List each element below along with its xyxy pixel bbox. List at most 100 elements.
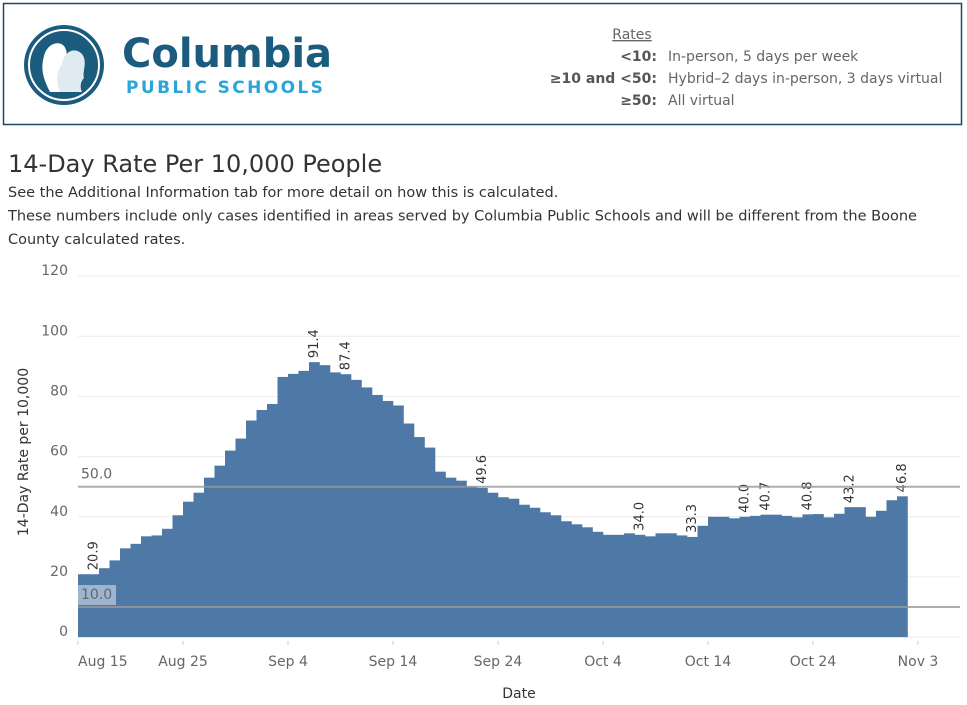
subtitle-line: County calculated rates. (8, 232, 185, 248)
legend: <10: In-person, 5 days per week ≥10 and <5… (550, 49, 943, 109)
x-tick-label: Sep 4 (268, 654, 308, 670)
bar (120, 548, 131, 638)
x-tick-label: Oct 4 (584, 654, 622, 670)
y-tick-label: 80 (50, 383, 68, 399)
bar (319, 365, 331, 638)
ref-label-bg (78, 585, 116, 606)
x-tick-label: Sep 14 (369, 654, 418, 670)
bar (561, 521, 572, 638)
bar (162, 528, 173, 638)
x-tick-label: Sep 24 (474, 654, 523, 670)
bar (844, 507, 856, 638)
y-tick-label: 20 (50, 564, 68, 580)
bar (718, 516, 730, 638)
bar (351, 379, 362, 638)
bar (288, 373, 299, 638)
logo-name: Columbia (122, 31, 332, 77)
x-tick-label: Aug 15 (78, 654, 128, 670)
bar (592, 531, 604, 638)
bar (634, 534, 646, 638)
data-label: 91.4 (307, 329, 322, 358)
legend-key: ≥10 and <50: (550, 71, 657, 87)
ref-label-bg (78, 464, 116, 485)
bar (897, 496, 908, 638)
bar (571, 524, 583, 638)
bar (760, 514, 772, 638)
x-tick-label: Oct 14 (685, 654, 732, 670)
bar (498, 497, 509, 638)
data-label: 34.0 (632, 502, 647, 531)
legend-text: All virtual (668, 93, 735, 109)
bar (235, 438, 247, 638)
bar (246, 420, 257, 638)
bar (802, 514, 814, 638)
bar (109, 560, 121, 638)
bar (435, 471, 446, 638)
legend-title: Rates (612, 27, 651, 43)
bar (582, 527, 593, 638)
ref-label: 10.0 (81, 587, 112, 603)
logo (24, 25, 104, 105)
bar (414, 437, 425, 638)
bar (393, 405, 404, 638)
data-label: 87.4 (338, 341, 353, 370)
bar (193, 492, 205, 638)
bar (225, 450, 236, 638)
y-tick-label: 60 (50, 444, 68, 460)
bar (865, 516, 877, 638)
bar (456, 480, 467, 638)
bar (666, 533, 677, 638)
bar (655, 533, 667, 638)
bar (886, 500, 898, 638)
bar (204, 477, 215, 638)
data-label: 20.9 (86, 541, 101, 570)
bar (519, 504, 530, 638)
bar (645, 536, 656, 638)
y-tick-label: 40 (50, 504, 68, 520)
data-label: 46.8 (895, 463, 910, 492)
bar (466, 486, 478, 638)
bar (141, 536, 152, 638)
legend-key: <10: (620, 49, 657, 65)
bar (550, 515, 562, 638)
y-tick-label: 0 (59, 624, 68, 640)
bar (540, 512, 551, 638)
bar (834, 513, 845, 638)
x-tick-label: Aug 25 (158, 654, 208, 670)
chart-title: 14-Day Rate Per 10,000 People (8, 150, 382, 178)
bar (372, 394, 383, 638)
bar (697, 525, 709, 638)
data-label: 43.2 (842, 474, 857, 503)
bar (781, 515, 793, 638)
bar (624, 533, 635, 638)
data-label: 40.8 (800, 481, 815, 510)
bar (603, 534, 614, 638)
legend-text: Hybrid–2 days in-person, 3 days virtual (668, 71, 942, 87)
legend-text: In-person, 5 days per week (668, 49, 859, 65)
bar (508, 498, 520, 638)
bar (445, 477, 457, 638)
bar (823, 517, 835, 638)
bar (477, 487, 488, 638)
bar (529, 507, 541, 638)
bar (88, 574, 100, 638)
bar (172, 515, 184, 638)
bar (403, 423, 415, 638)
bar (750, 515, 761, 638)
bar (792, 517, 803, 638)
bar (214, 465, 226, 638)
bar (771, 514, 782, 638)
bar (708, 516, 719, 638)
x-tick-label: Nov 3 (898, 654, 939, 670)
bar (256, 409, 268, 638)
x-tick-label: Oct 24 (790, 654, 837, 670)
subtitle-line: See the Additional Information tab for m… (8, 185, 558, 201)
ref-label: 50.0 (81, 467, 112, 483)
subtitle-line: These numbers include only cases identif… (7, 209, 917, 225)
plot: 0 20 40 60 80 100 120 20.9 91.4 87.4 49.6 34.0 33.3 4… (41, 263, 960, 670)
bar (876, 510, 887, 638)
bar (99, 568, 110, 638)
bar (267, 403, 278, 638)
bar (277, 376, 289, 638)
bar (687, 536, 698, 638)
